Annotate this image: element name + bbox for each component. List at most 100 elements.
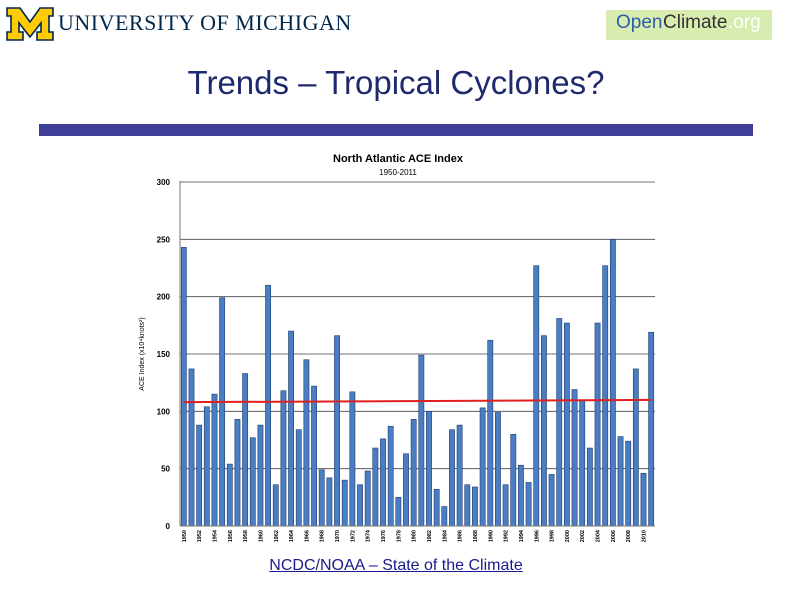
bar-1995 xyxy=(525,482,532,527)
university-logo-text: UNIVERSITY OF MICHIGAN xyxy=(58,10,352,35)
y-tick-label: 200 xyxy=(157,293,171,302)
bar-1998 xyxy=(548,474,555,527)
bar-1972 xyxy=(349,391,356,527)
bar-1997 xyxy=(541,335,547,527)
y-axis-label: ACE Index (x10⁴knots²) xyxy=(139,317,146,390)
bar-1952 xyxy=(196,424,203,527)
x-tick-label: 1968 xyxy=(320,530,326,542)
bar-2000 xyxy=(563,322,570,527)
ace-index-chart: 0 50 100 150 200 250 300 1950 1952 1954 1956 1958 1… xyxy=(132,140,668,553)
x-tick-label: 1976 xyxy=(381,530,387,542)
bar-1983 xyxy=(433,489,440,527)
y-tick-label: 100 xyxy=(157,407,171,416)
bar-1950 xyxy=(180,247,187,527)
bar-1992 xyxy=(502,484,509,527)
x-tick-label: 1958 xyxy=(243,530,249,542)
bar-1988 xyxy=(472,486,478,527)
trend-line xyxy=(183,398,652,404)
bar-2002 xyxy=(579,399,586,527)
bar-1984 xyxy=(441,506,448,527)
x-tick-label: 1956 xyxy=(228,530,234,542)
openclimate-badge: Open Climate .org xyxy=(606,10,772,40)
y-tick-label: 0 xyxy=(166,522,171,531)
x-tick-label: 1972 xyxy=(350,530,356,542)
bar-2004 xyxy=(594,322,601,527)
bar-1967 xyxy=(311,385,317,527)
x-tick-label: 1954 xyxy=(212,529,218,542)
x-axis-ticks: 1950 1952 1954 1956 1958 1960 1962 1964 1966 1968… xyxy=(182,529,648,542)
slide-title: Trends – Tropical Cyclones? xyxy=(187,64,605,101)
bar-2011 xyxy=(648,331,655,527)
bar-1971 xyxy=(341,479,348,527)
chart-title: North Atlantic ACE Index xyxy=(333,153,464,165)
x-tick-label: 1964 xyxy=(289,529,295,542)
x-tick-label: 1994 xyxy=(519,529,525,542)
bar-1975 xyxy=(372,447,379,527)
bar-1955 xyxy=(219,297,226,527)
badge-org-text: .org xyxy=(728,12,761,33)
title-divider-bar xyxy=(39,124,753,136)
source-link[interactable]: NCDC/NOAA – State of the Climate xyxy=(269,557,523,574)
bar-1979 xyxy=(403,453,409,527)
x-tick-label: 1982 xyxy=(427,530,433,542)
badge-climate-text: Climate xyxy=(663,12,728,33)
bar-1966 xyxy=(303,359,310,527)
bar-1964 xyxy=(288,330,294,527)
x-tick-label: 1980 xyxy=(412,530,418,542)
bar-1958 xyxy=(242,373,249,527)
bar-2006 xyxy=(609,239,616,527)
bar-1989 xyxy=(479,407,486,527)
x-tick-label: 1978 xyxy=(396,530,402,542)
bar-1951 xyxy=(188,368,195,527)
bars xyxy=(180,239,655,527)
badge-open-text: Open xyxy=(616,12,663,33)
bar-1977 xyxy=(387,425,394,527)
bar-1993 xyxy=(510,433,517,527)
bar-1961 xyxy=(265,284,272,527)
bar-1996 xyxy=(533,265,540,527)
bar-2007 xyxy=(617,436,624,527)
bar-1970 xyxy=(334,335,340,527)
x-tick-label: 1974 xyxy=(366,529,372,542)
x-tick-label: 1952 xyxy=(197,530,203,542)
bar-1963 xyxy=(280,390,287,527)
bar-1999 xyxy=(556,318,563,527)
bar-1976 xyxy=(380,438,386,527)
trend-line-layer xyxy=(183,398,652,404)
bar-1986 xyxy=(456,424,463,527)
x-tick-label: 1950 xyxy=(182,530,188,542)
x-tick-label: 1998 xyxy=(550,530,556,542)
bar-1962 xyxy=(272,484,279,527)
x-tick-label: 2006 xyxy=(611,530,617,542)
y-tick-label: 250 xyxy=(157,235,171,244)
bar-1978 xyxy=(395,497,402,527)
bar-1969 xyxy=(326,477,333,527)
bar-1965 xyxy=(295,429,302,527)
bar-1953 xyxy=(203,406,210,527)
bar-1960 xyxy=(257,424,264,527)
y-tick-label: 300 xyxy=(157,178,171,187)
bar-2009 xyxy=(632,368,639,527)
x-tick-label: 2002 xyxy=(580,530,586,542)
x-tick-label: 1992 xyxy=(504,530,510,542)
x-tick-label: 2000 xyxy=(565,530,571,542)
bar-1987 xyxy=(464,484,471,527)
bar-2005 xyxy=(602,265,609,527)
bar-1956 xyxy=(226,463,233,527)
bar-1994 xyxy=(518,464,524,527)
x-tick-label: 2004 xyxy=(596,529,602,542)
y-tick-label: 50 xyxy=(161,465,170,474)
bar-2010 xyxy=(640,472,647,527)
x-tick-label: 1996 xyxy=(534,530,540,542)
bar-1973 xyxy=(357,484,363,527)
bar-2008 xyxy=(625,440,632,527)
y-axis-ticks: 0 50 100 150 200 250 300 xyxy=(157,178,171,531)
x-tick-label: 2008 xyxy=(626,530,632,542)
block-m-logo-icon xyxy=(6,7,54,41)
x-tick-label: 1984 xyxy=(442,529,448,542)
chart-subtitle: 1950-2011 xyxy=(379,168,417,177)
x-tick-label: 1960 xyxy=(258,530,264,542)
bar-1990 xyxy=(487,339,494,527)
bar-1954 xyxy=(211,393,218,527)
